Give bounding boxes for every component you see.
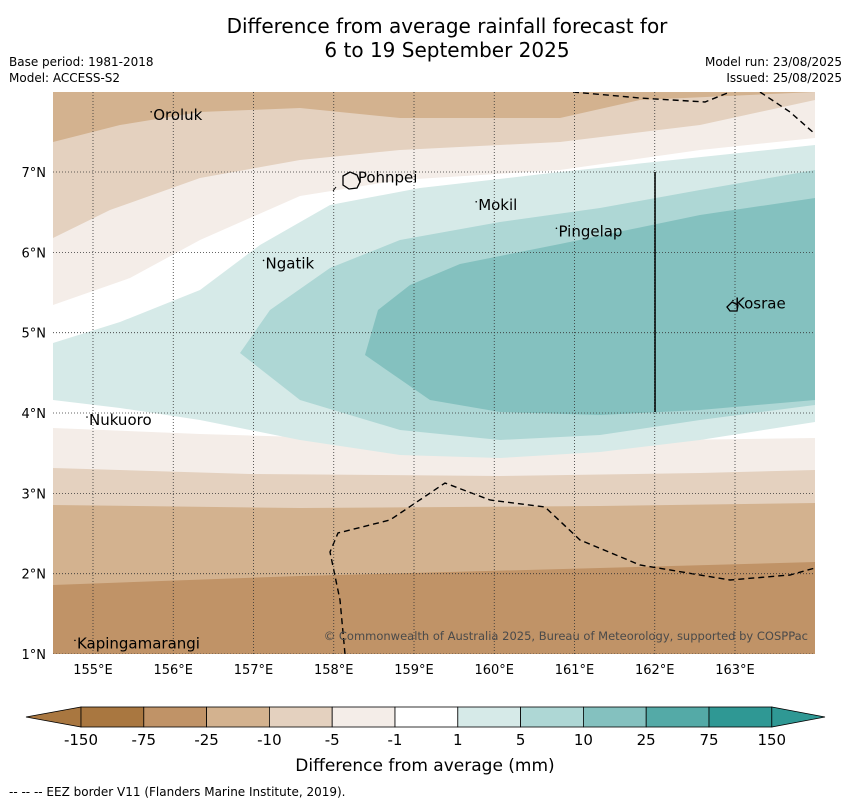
eez-border-north xyxy=(572,92,815,135)
place-label: Pohnpei xyxy=(358,168,418,186)
colorbar-label: 10 xyxy=(574,731,593,749)
place-marker xyxy=(262,259,265,262)
colorbar-label: -75 xyxy=(132,731,157,749)
lat-tick-label: 4°N xyxy=(22,407,47,422)
place-label: Nukuoro xyxy=(89,411,152,429)
place-marker xyxy=(555,227,558,230)
eez-footnote: -- -- -- EEZ border V11 (Flanders Marine… xyxy=(9,785,346,799)
lon-tick-label: 161°E xyxy=(555,663,595,678)
place-labels: Oroluk Pohnpei Mokil Pingelap Ngatik Kosrae Nu… xyxy=(74,106,786,652)
lat-tick-label: 5°N xyxy=(22,327,47,342)
longitude-tick-labels: 155°E 156°E 157°E 158°E 159°E 160°E 161°E 162°E… xyxy=(73,663,755,678)
lat-tick-label: 7°N xyxy=(22,166,47,181)
title-line-1: Difference from average rainfall forecas… xyxy=(226,14,668,38)
lon-tick-label: 157°E xyxy=(234,663,274,678)
colorbar-label: 25 xyxy=(637,731,656,749)
colorbar-label: -5 xyxy=(325,731,340,749)
band-minus-10-north xyxy=(53,92,815,238)
lon-tick-label: 160°E xyxy=(474,663,514,678)
colorbar-segment xyxy=(520,706,584,728)
lon-tick-label: 162°E xyxy=(635,663,675,678)
colorbar-extend-high xyxy=(771,706,826,728)
lat-tick-label: 3°N xyxy=(22,487,47,502)
meta-right: Model run: 23/08/2025 Issued: 25/08/2025 xyxy=(705,54,842,86)
colorbar-title: Difference from average (mm) xyxy=(295,756,555,776)
band-minus-25-north xyxy=(53,92,815,142)
colorbar-label: -25 xyxy=(194,731,219,749)
colorbar-extend-low xyxy=(25,706,82,728)
colorbar-label: 150 xyxy=(757,731,786,749)
place-marker xyxy=(74,639,76,642)
place-marker xyxy=(732,299,734,302)
model-name: Model: ACCESS-S2 xyxy=(9,71,121,85)
place-marker xyxy=(355,173,357,176)
kosrae-island-shape xyxy=(726,301,739,312)
colorbar: -150 -75 -25 -10 -5 -1 1 5 10 25 75 150 xyxy=(25,706,826,749)
lon-tick-label: 155°E xyxy=(73,663,113,678)
colorbar-label: -150 xyxy=(64,731,98,749)
place-marker xyxy=(475,200,478,203)
model-run: Model run: 23/08/2025 xyxy=(704,55,842,69)
colorbar-segment xyxy=(206,706,270,728)
place-label: Kapingamarangi xyxy=(77,634,200,652)
lat-tick-label: 1°N xyxy=(22,648,47,663)
colorbar-label: 75 xyxy=(699,731,718,749)
pohnpei-island-shape xyxy=(342,171,361,190)
colorbar-segment xyxy=(457,706,521,728)
eez-border-south xyxy=(329,482,815,654)
latitude-tick-labels: 1°N 2°N 3°N 4°N 5°N 6°N 7°N xyxy=(22,166,47,663)
band-plus-10 xyxy=(365,198,815,415)
place-marker xyxy=(86,416,88,418)
colorbar-segment xyxy=(583,706,647,728)
colorbar-label: -10 xyxy=(257,731,282,749)
issued-date: Issued: 25/08/2025 xyxy=(726,71,842,85)
lon-tick-label: 163°E xyxy=(715,663,755,678)
lat-tick-label: 6°N xyxy=(22,246,47,261)
colorbar-segment xyxy=(394,706,459,728)
place-label: Pingelap xyxy=(558,222,622,240)
place-marker xyxy=(150,111,152,113)
place-label: Mokil xyxy=(478,196,517,214)
lon-tick-label: 159°E xyxy=(394,663,434,678)
pohnpei-reef-shape xyxy=(332,186,337,192)
title-line-2: 6 to 19 September 2025 xyxy=(324,38,570,62)
lat-tick-label: 2°N xyxy=(22,568,47,583)
rainfall-contours: Oroluk Pohnpei Mokil Pingelap Ngatik Kosrae Nu… xyxy=(53,92,815,654)
place-label: Oroluk xyxy=(153,106,202,124)
colorbar-segment xyxy=(331,706,396,728)
colorbar-segment xyxy=(143,706,208,728)
map-title: Difference from average rainfall forecas… xyxy=(0,14,850,62)
colorbar-label: 5 xyxy=(516,731,526,749)
meta-left: Base period: 1981-2018 Model: ACCESS-S2 xyxy=(9,54,154,86)
lon-tick-label: 156°E xyxy=(153,663,193,678)
band-minus-75-south xyxy=(53,562,815,654)
colorbar-label: -1 xyxy=(388,731,403,749)
colorbar-segment xyxy=(708,706,773,728)
colorbar-segment xyxy=(645,706,710,728)
gridlines xyxy=(53,92,815,654)
copyright-text: © Commonwealth of Australia 2025, Bureau… xyxy=(324,629,808,643)
place-label: Ngatik xyxy=(266,254,315,272)
colorbar-label: 1 xyxy=(453,731,463,749)
base-period: Base period: 1981-2018 xyxy=(9,55,154,69)
lon-tick-label: 158°E xyxy=(314,663,354,678)
colorbar-segment xyxy=(268,706,333,728)
colorbar-segment xyxy=(80,706,145,728)
place-label: Kosrae xyxy=(735,295,786,313)
